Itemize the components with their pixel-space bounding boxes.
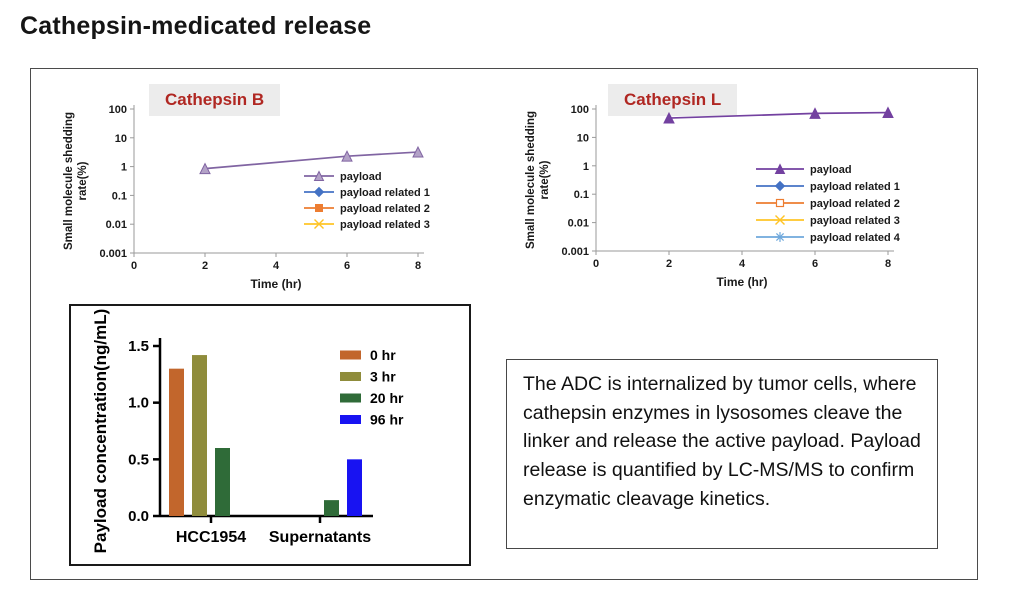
- svg-text:1: 1: [121, 162, 127, 174]
- svg-text:Time (hr): Time (hr): [716, 275, 767, 289]
- svg-text:payload: payload: [340, 171, 382, 183]
- svg-text:payload: payload: [810, 164, 852, 176]
- svg-text:0.01: 0.01: [568, 218, 589, 230]
- svg-text:0.0: 0.0: [128, 508, 149, 525]
- svg-text:0 hr: 0 hr: [370, 347, 396, 363]
- svg-text:6: 6: [344, 260, 350, 272]
- svg-text:payload related 2: payload related 2: [810, 198, 900, 210]
- svg-text:0.001: 0.001: [99, 248, 127, 260]
- svg-text:1.0: 1.0: [128, 395, 149, 412]
- svg-text:3 hr: 3 hr: [370, 369, 396, 385]
- svg-text:payload related 1: payload related 1: [340, 187, 430, 199]
- svg-text:0.1: 0.1: [112, 190, 127, 202]
- payload-concentration-bar-chart: 0.0 0.5 1.0 1.5 HCC1954 Supernatants 0 hr 3 hr 2…: [91, 309, 404, 554]
- svg-text:20 hr: 20 hr: [370, 390, 404, 406]
- svg-text:8: 8: [415, 260, 421, 272]
- cathepsin-b-line-chart: 100 10 1 0.1 0.01 0.001 0 2 4 6 8 Time (hr) Small mo…: [63, 104, 430, 291]
- figure-panel: Cathepsin B Cathepsin L 100 10 1 0.1 0.01 0.0…: [30, 68, 978, 580]
- svg-text:HCC1954: HCC1954: [176, 529, 246, 546]
- svg-text:6: 6: [812, 258, 818, 270]
- description-text: The ADC is internalized by tumor cells, …: [523, 373, 921, 510]
- svg-text:payload related 4: payload related 4: [810, 232, 901, 244]
- svg-text:10: 10: [577, 132, 589, 144]
- svg-text:96 hr: 96 hr: [370, 412, 404, 428]
- cathepsin-l-title: Cathepsin L: [608, 84, 738, 116]
- svg-text:0.5: 0.5: [128, 451, 149, 468]
- svg-text:2: 2: [666, 258, 672, 270]
- svg-text:0: 0: [131, 260, 137, 272]
- bar-chart-box: 0.0 0.5 1.0 1.5 HCC1954 Supernatants 0 hr 3 hr 2…: [69, 304, 471, 566]
- description-box: The ADC is internalized by tumor cells, …: [506, 359, 938, 549]
- svg-text:payload related 3: payload related 3: [810, 215, 900, 227]
- svg-text:Time (hr): Time (hr): [250, 277, 301, 291]
- svg-text:4: 4: [273, 260, 280, 272]
- svg-text:2: 2: [202, 260, 208, 272]
- svg-text:payload related 2: payload related 2: [340, 203, 430, 215]
- page-title: Cathepsin-medicated release: [20, 12, 372, 40]
- svg-text:8: 8: [885, 258, 891, 270]
- svg-text:0.01: 0.01: [106, 219, 127, 231]
- svg-text:payload related 1: payload related 1: [810, 181, 900, 193]
- svg-text:Payload concentration(ng/mL): Payload concentration(ng/mL): [91, 309, 110, 554]
- svg-text:0: 0: [593, 258, 599, 270]
- svg-text:1.5: 1.5: [128, 338, 149, 355]
- svg-text:100: 100: [109, 104, 127, 116]
- svg-text:0.001: 0.001: [561, 246, 589, 258]
- svg-text:10: 10: [115, 133, 127, 145]
- svg-text:Supernatants: Supernatants: [269, 529, 371, 546]
- svg-text:payload related 3: payload related 3: [340, 219, 430, 231]
- svg-text:100: 100: [571, 104, 589, 116]
- cathepsin-l-line-chart: 100 10 1 0.1 0.01 0.001 0 2 4 6 8 Time (hr) Small mo…: [525, 104, 901, 289]
- cathepsin-b-title: Cathepsin B: [149, 84, 281, 116]
- svg-text:0.1: 0.1: [574, 189, 589, 201]
- svg-text:4: 4: [739, 258, 746, 270]
- svg-text:1: 1: [583, 161, 589, 173]
